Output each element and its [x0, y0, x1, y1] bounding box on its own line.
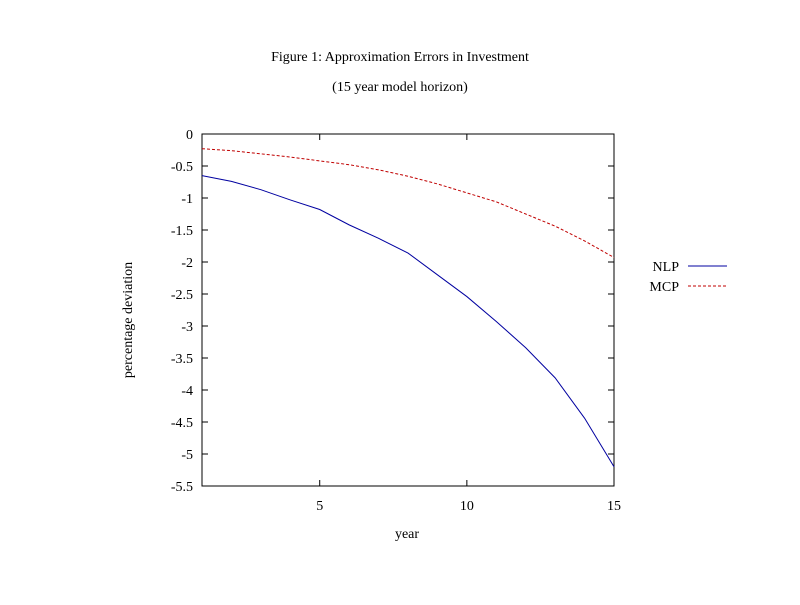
chart-title: Figure 1: Approximation Errors in Invest… [271, 50, 529, 65]
y-tick-label: -1 [181, 192, 193, 207]
x-tick-label: 15 [607, 499, 621, 514]
plot-frame [201, 133, 615, 487]
y-tick-label: -0.5 [171, 160, 193, 175]
chart-subtitle: (15 year model horizon) [332, 80, 468, 95]
series-line-nlp [201, 175, 615, 468]
y-tick-label: -1.5 [171, 224, 193, 239]
y-tick-label: -4.5 [171, 416, 193, 431]
legend-label-nlp: NLP [653, 260, 680, 275]
y-tick-label: -5.5 [171, 480, 193, 495]
legend-label-mcp: MCP [649, 280, 679, 295]
y-tick-label: -3 [181, 320, 193, 335]
y-tick-label: 0 [186, 128, 193, 143]
x-tick-label: 10 [460, 499, 474, 514]
y-tick-label: -2 [181, 256, 193, 271]
x-tick-label: 5 [316, 499, 323, 514]
y-tick-label: -3.5 [171, 352, 193, 367]
y-tick-label: -5 [181, 448, 193, 463]
y-tick-label: -2.5 [171, 288, 193, 303]
y-axis-label: percentage deviation [121, 262, 136, 378]
x-axis-label: year [395, 527, 419, 542]
series-line-mcp [201, 148, 615, 258]
y-tick-label: -4 [181, 384, 193, 399]
